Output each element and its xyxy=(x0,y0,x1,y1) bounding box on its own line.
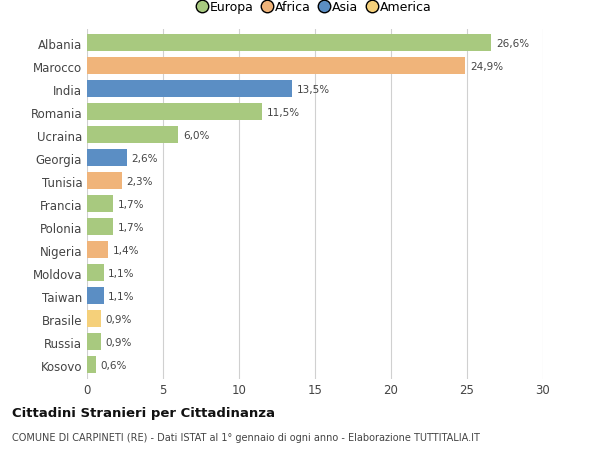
Text: 26,6%: 26,6% xyxy=(496,39,529,49)
Text: 1,7%: 1,7% xyxy=(118,199,144,209)
Text: 1,4%: 1,4% xyxy=(113,245,139,255)
Bar xyxy=(87,357,96,373)
Text: 2,3%: 2,3% xyxy=(127,176,153,186)
Bar xyxy=(87,173,122,190)
Text: 1,1%: 1,1% xyxy=(108,291,135,301)
Text: COMUNE DI CARPINETI (RE) - Dati ISTAT al 1° gennaio di ogni anno - Elaborazione : COMUNE DI CARPINETI (RE) - Dati ISTAT al… xyxy=(12,432,480,442)
Bar xyxy=(87,127,178,144)
Text: 24,9%: 24,9% xyxy=(470,62,503,72)
Text: 0,6%: 0,6% xyxy=(101,360,127,370)
Legend: Europa, Africa, Asia, America: Europa, Africa, Asia, America xyxy=(194,0,436,19)
Bar xyxy=(87,334,101,350)
Text: 11,5%: 11,5% xyxy=(266,107,299,118)
Text: 1,1%: 1,1% xyxy=(108,268,135,278)
Bar xyxy=(87,104,262,121)
Bar xyxy=(87,81,292,98)
Text: 1,7%: 1,7% xyxy=(118,222,144,232)
Bar xyxy=(87,288,104,304)
Bar xyxy=(87,196,113,213)
Bar xyxy=(87,311,101,327)
Text: Cittadini Stranieri per Cittadinanza: Cittadini Stranieri per Cittadinanza xyxy=(12,406,275,419)
Text: 6,0%: 6,0% xyxy=(183,130,209,140)
Bar xyxy=(87,219,113,235)
Text: 0,9%: 0,9% xyxy=(105,314,131,324)
Bar xyxy=(87,242,108,258)
Text: 2,6%: 2,6% xyxy=(131,153,158,163)
Text: 13,5%: 13,5% xyxy=(297,84,330,95)
Bar xyxy=(87,265,104,281)
Text: 0,9%: 0,9% xyxy=(105,337,131,347)
Bar xyxy=(87,58,466,75)
Bar xyxy=(87,150,127,167)
Bar xyxy=(87,35,491,52)
